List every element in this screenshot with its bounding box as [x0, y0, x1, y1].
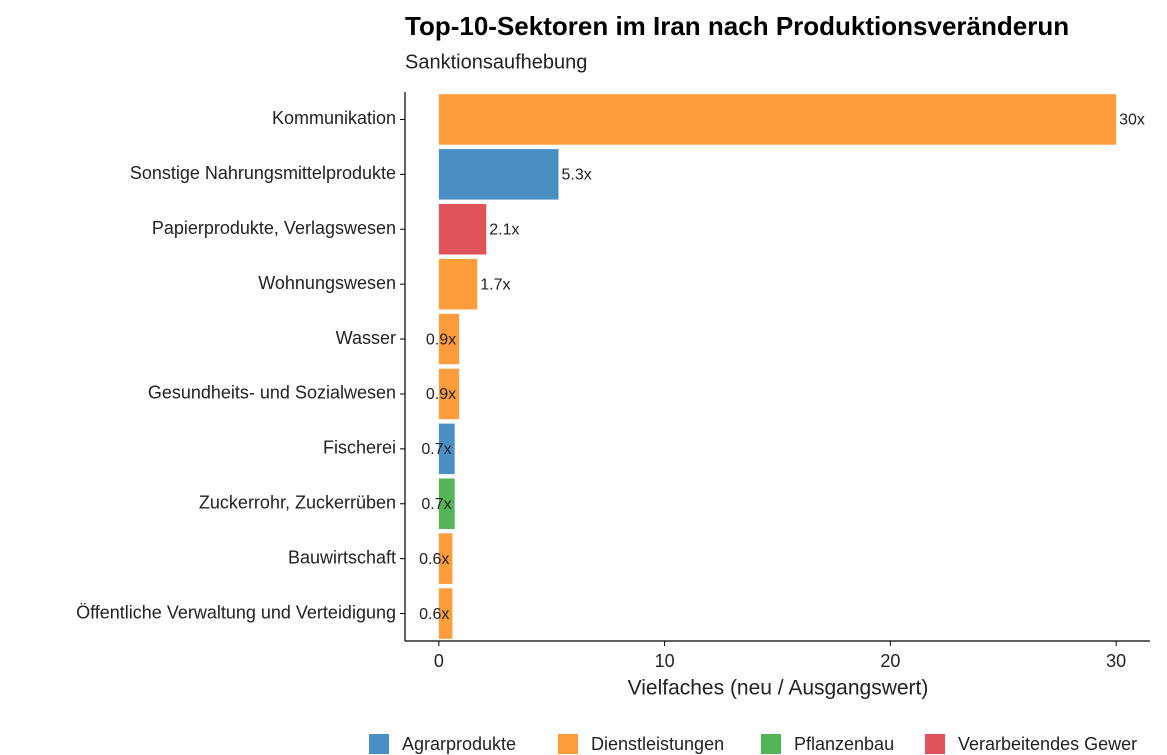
legend-swatch: [761, 734, 781, 754]
x-axis-label: Vielfaches (neu / Ausgangswert): [628, 677, 929, 700]
data-label: 2.1x: [489, 221, 519, 238]
bar: [438, 149, 559, 200]
data-label: 0.6x: [419, 606, 449, 623]
data-label: 1.7x: [480, 276, 510, 293]
bar: [438, 203, 487, 255]
y-tick-label: Papierprodukte, Verlagswesen: [152, 218, 396, 238]
y-tick-label: Wasser: [336, 328, 396, 348]
y-tick-label: Wohnungswesen: [258, 273, 396, 293]
legend-label: Agrarprodukte: [402, 734, 516, 754]
y-tick-label: Zuckerrohr, Zuckerrüben: [199, 493, 396, 513]
bar: [438, 368, 460, 420]
data-label: 0.6x: [419, 551, 449, 568]
y-tick-label: Fischerei: [323, 438, 396, 458]
x-tick-label: 30: [1106, 651, 1126, 671]
bar: [438, 258, 478, 310]
legend-label: Verarbeitendes Gewer: [958, 734, 1137, 754]
data-label: 0.9x: [426, 331, 456, 348]
legend-label: Dienstleistungen: [591, 734, 724, 754]
data-label: 0.7x: [421, 496, 451, 513]
y-tick-label: Öffentliche Verwaltung und Verteidigung: [76, 602, 396, 622]
bar: [438, 478, 455, 530]
bar: [438, 588, 453, 639]
bar: [438, 533, 453, 584]
data-label: 5.3x: [562, 167, 592, 184]
y-tick-label: Gesundheits- und Sozialwesen: [148, 383, 396, 403]
bar: [438, 313, 460, 365]
legend-swatch: [925, 734, 945, 754]
y-tick-label: Bauwirtschaft: [288, 547, 396, 567]
legend-swatch: [558, 734, 578, 754]
chart-subtitle: Sanktionsaufhebung: [405, 51, 587, 73]
chart-title: Top-10-Sektoren im Iran nach Produktions…: [405, 11, 1069, 41]
x-tick-label: 20: [880, 651, 900, 671]
x-tick-label: 10: [655, 651, 675, 671]
bar: [438, 423, 455, 475]
data-label: 30x: [1119, 112, 1145, 129]
legend-swatch: [369, 734, 389, 754]
data-label: 0.9x: [426, 386, 456, 403]
data-label: 0.7x: [421, 441, 451, 458]
x-tick-label: 0: [434, 651, 444, 671]
y-tick-label: Sonstige Nahrungsmittelprodukte: [130, 163, 396, 183]
legend-label: Pflanzenbau: [794, 734, 894, 754]
y-tick-label: Kommunikation: [272, 108, 396, 128]
bar: [438, 94, 1117, 145]
